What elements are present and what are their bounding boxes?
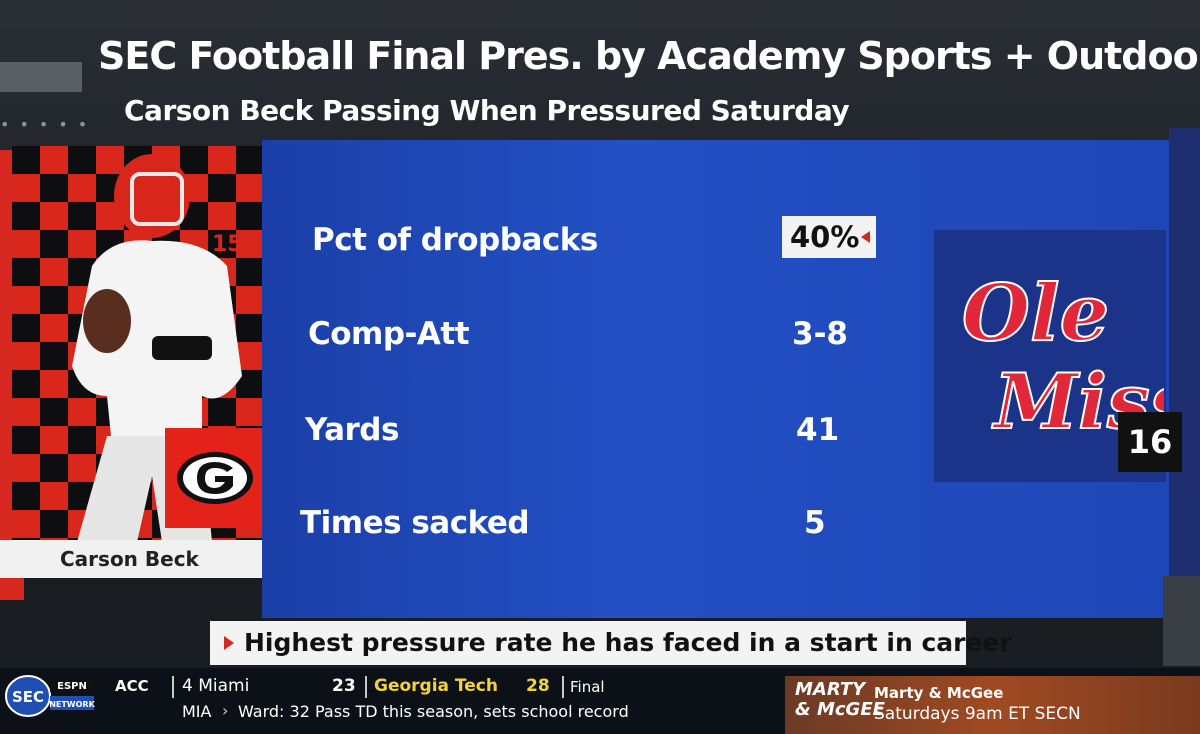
right-bottom-block [1163, 576, 1200, 666]
player-photo-panel: 15 [12, 146, 274, 542]
ole-miss-logo-line2: Miss [991, 357, 1164, 446]
ticker-divider [562, 676, 564, 698]
title-bar: ••••• SEC Football Final Pres. by Academ… [0, 0, 1200, 150]
sec-logo-subtext: NETWORK [49, 700, 95, 709]
promo-bar [785, 676, 1200, 734]
page-title: SEC Football Final Pres. by Academy Spor… [98, 34, 1200, 78]
player-name-plate: Carson Beck [0, 540, 262, 578]
promo-title: Marty & McGee [874, 684, 1004, 702]
sec-network-logo: SEC ESPN NETWORK [5, 675, 96, 717]
opponent-panel: Ole Miss [934, 230, 1166, 482]
jersey-number: 15 [212, 232, 243, 257]
ticker-team-abbr: MIA [182, 702, 212, 721]
ticker-divider [365, 676, 367, 698]
stat-label-yards: Yards [305, 412, 399, 448]
ticker-team1: 4 Miami [182, 676, 250, 696]
stat-label-pct-dropbacks: Pct of dropbacks [312, 222, 598, 258]
georgia-logo [165, 428, 265, 528]
promo-logo-line1: MARTY [795, 679, 866, 700]
stat-value-pct-dropbacks: 40% [782, 216, 876, 258]
title-stripe [0, 62, 82, 92]
promo-schedule: Saturdays 9am ET SECN [874, 704, 1081, 724]
ticker-status: Final [570, 678, 605, 696]
stat-value-yards: 41 [796, 412, 840, 448]
svg-text:ESPN: ESPN [57, 681, 87, 692]
stat-value-times-sacked: 5 [804, 505, 826, 541]
georgia-g-icon [177, 452, 253, 504]
ticker-team2: Georgia Tech [374, 676, 498, 696]
ticker-score2: 28 [526, 676, 550, 696]
player-figure [72, 154, 242, 542]
left-arrow-icon [861, 231, 870, 243]
ticker-divider [172, 676, 174, 698]
ticker-conference: ACC [115, 677, 149, 695]
ole-miss-logo-line1: Ole [962, 268, 1109, 359]
stat-label-times-sacked: Times sacked [300, 505, 530, 541]
promo-logo-line2: & McGEE [795, 699, 885, 720]
ticker-headline: Ward: 32 Pass TD this season, sets schoo… [238, 702, 629, 721]
right-accent-bar [1169, 128, 1200, 580]
marty-mcgee-logo: MARTY & McGEE [795, 680, 885, 720]
title-dots: ••••• [0, 115, 98, 134]
right-arrow-icon [224, 636, 234, 650]
note-text: Highest pressure rate he has faced in a … [244, 628, 1012, 657]
chevron-right-icon: › [222, 701, 229, 720]
stat-value-comp-att: 3-8 [792, 316, 849, 352]
ticker-score1: 23 [332, 676, 356, 696]
sec-logo-text: SEC [12, 688, 44, 706]
ole-miss-logo: Ole Miss [961, 267, 1164, 447]
page-subtitle: Carson Beck Passing When Pressured Satur… [124, 94, 850, 127]
stat-label-comp-att: Comp-Att [308, 316, 470, 352]
opponent-rank-badge: 16 [1118, 412, 1182, 472]
note-bar: Highest pressure rate he has faced in a … [210, 621, 1012, 665]
pct-value: 40% [790, 220, 860, 254]
